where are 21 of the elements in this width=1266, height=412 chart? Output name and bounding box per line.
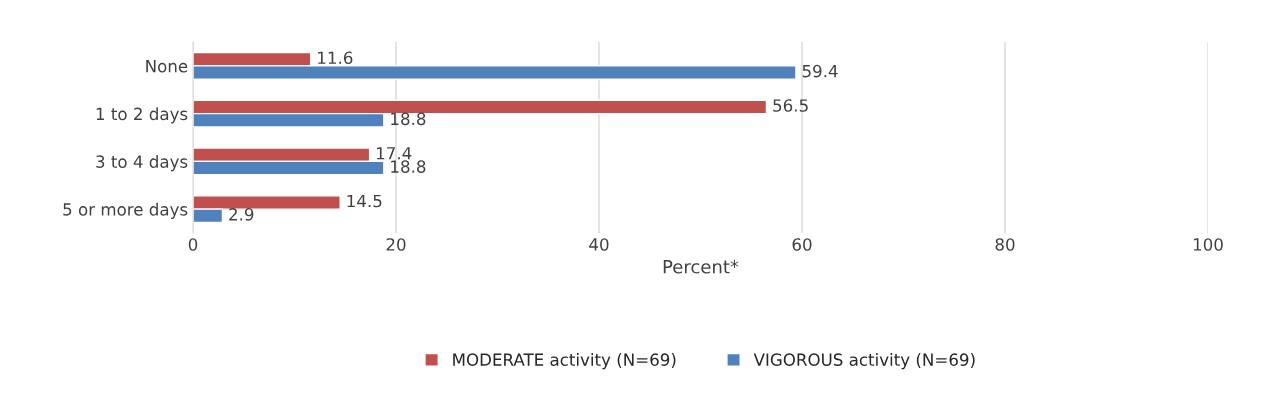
data-label: 14.5 <box>347 194 382 208</box>
data-label: 59.4 <box>802 64 838 78</box>
x-tick-label: 80 <box>995 238 1015 251</box>
x-tick-label: 40 <box>589 238 609 251</box>
legend-label: VIGOROUS activity (N=69) <box>753 353 975 370</box>
data-label: 56.5 <box>773 99 808 112</box>
data-label: 2.9 <box>229 208 254 221</box>
y-tick-label: 5 or more days <box>63 202 188 219</box>
x-tick-label: 0 <box>188 238 198 251</box>
x-tick-label: 20 <box>386 238 406 251</box>
y-tick-label: 3 to 4 days <box>96 155 188 172</box>
y-tick-label: None <box>146 60 188 73</box>
data-label: 18.8 <box>391 112 426 126</box>
legend-label: MODERATE activity (N=69) <box>453 353 676 370</box>
y-tick-label: 1 to 2 days <box>96 107 188 124</box>
x-tick-label: 60 <box>792 238 812 251</box>
x-tick-label: 100 <box>1193 238 1223 251</box>
data-label: 11.6 <box>318 51 353 65</box>
data-label: 18.8 <box>391 160 426 173</box>
x-axis-title: Percent* <box>663 259 739 274</box>
data-label: 17.4 <box>377 147 412 160</box>
